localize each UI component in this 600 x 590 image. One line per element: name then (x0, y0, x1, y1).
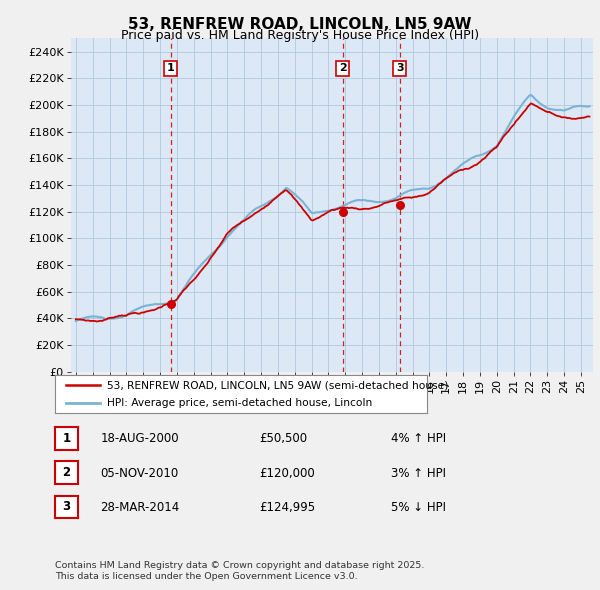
Text: Price paid vs. HM Land Registry's House Price Index (HPI): Price paid vs. HM Land Registry's House … (121, 30, 479, 42)
Text: 4% ↑ HPI: 4% ↑ HPI (391, 432, 446, 445)
Text: 3% ↑ HPI: 3% ↑ HPI (391, 467, 446, 480)
Text: 28-MAR-2014: 28-MAR-2014 (100, 501, 179, 514)
Text: 1: 1 (62, 432, 71, 445)
Text: £120,000: £120,000 (259, 467, 315, 480)
Text: 53, RENFREW ROAD, LINCOLN, LN5 9AW: 53, RENFREW ROAD, LINCOLN, LN5 9AW (128, 17, 472, 31)
Text: 2: 2 (339, 63, 347, 73)
Text: 3: 3 (396, 63, 404, 73)
Text: HPI: Average price, semi-detached house, Lincoln: HPI: Average price, semi-detached house,… (107, 398, 373, 408)
Text: 5% ↓ HPI: 5% ↓ HPI (391, 501, 446, 514)
Text: 05-NOV-2010: 05-NOV-2010 (100, 467, 178, 480)
Text: 18-AUG-2000: 18-AUG-2000 (100, 432, 179, 445)
Text: £124,995: £124,995 (259, 501, 316, 514)
Text: £50,500: £50,500 (259, 432, 307, 445)
Text: 3: 3 (62, 500, 71, 513)
Text: 53, RENFREW ROAD, LINCOLN, LN5 9AW (semi-detached house): 53, RENFREW ROAD, LINCOLN, LN5 9AW (semi… (107, 380, 449, 390)
Text: Contains HM Land Registry data © Crown copyright and database right 2025.
This d: Contains HM Land Registry data © Crown c… (55, 561, 425, 581)
Text: 1: 1 (167, 63, 175, 73)
Text: 2: 2 (62, 466, 71, 479)
